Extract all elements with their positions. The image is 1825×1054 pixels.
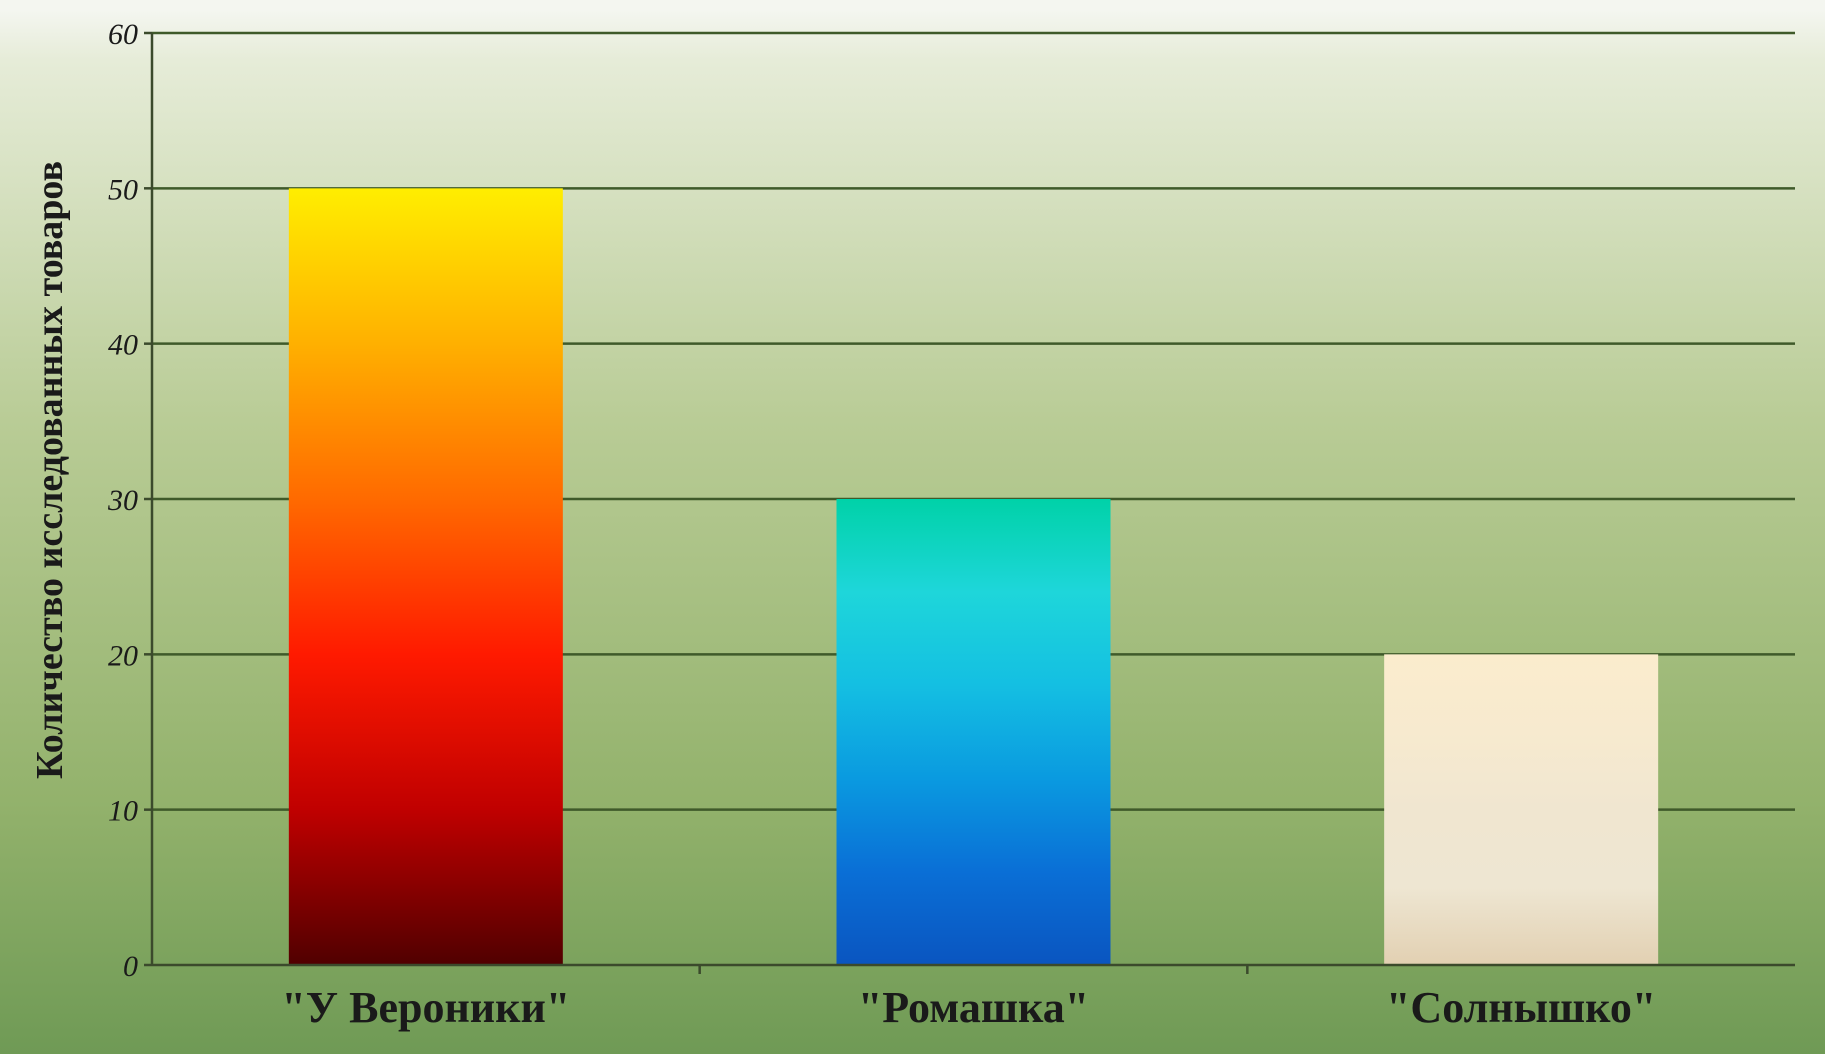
bar-0 (288, 188, 563, 966)
x-category-label: "Солнышко" (1386, 983, 1656, 1032)
y-tick-label: 20 (108, 639, 138, 672)
y-tick-label: 0 (123, 950, 138, 983)
bars (288, 188, 1659, 966)
y-tick-label: 30 (107, 484, 138, 517)
x-category-labels: "У Вероники" "Ромашка" "Солнышко" (281, 983, 1656, 1032)
y-tick-labels: 0 10 20 30 40 50 60 (107, 18, 138, 983)
y-tick-label: 60 (108, 18, 138, 51)
bar-2 (1384, 654, 1659, 965)
y-tick-label: 10 (108, 795, 138, 828)
x-category-label: "Ромашка" (858, 983, 1089, 1032)
y-axis-title: Количество исследованных товаров (29, 161, 71, 779)
axes (150, 33, 1795, 974)
y-tick-label: 50 (108, 173, 138, 206)
y-tick-label: 40 (108, 329, 138, 362)
bar-1 (836, 499, 1111, 965)
x-category-label: "У Вероники" (281, 983, 570, 1032)
